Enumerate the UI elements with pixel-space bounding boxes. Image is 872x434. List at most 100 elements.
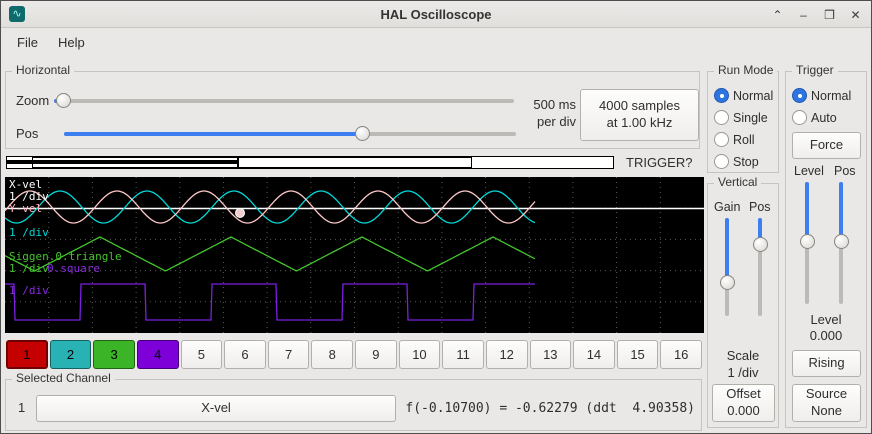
- slider-fill: [805, 182, 809, 241]
- menu-help[interactable]: Help: [57, 34, 85, 50]
- gain-slider-label: Gain: [714, 200, 741, 214]
- channel-button-14[interactable]: 14: [573, 340, 615, 369]
- slider-handle[interactable]: [56, 93, 72, 108]
- samples-line2: at 1.00 kHz: [606, 115, 673, 130]
- window-controls: ⌃ – ❒ ✕: [770, 1, 863, 28]
- horizontal-legend: Horizontal: [12, 63, 75, 77]
- run-mode-group: Run Mode Normal Single Roll Stop: [707, 63, 779, 173]
- vertical-legend: Vertical: [714, 175, 762, 189]
- trigger-option-normal[interactable]: Normal: [792, 87, 851, 104]
- trigger-source-line2: None: [810, 403, 843, 418]
- trigger-edge-button[interactable]: Rising: [792, 350, 861, 377]
- pos-slider[interactable]: [64, 126, 516, 141]
- trigger-question-label: TRIGGER?: [626, 155, 693, 170]
- run-mode-legend: Run Mode: [714, 63, 778, 77]
- channel-button-9[interactable]: 9: [355, 340, 397, 369]
- channel-button-8[interactable]: 8: [311, 340, 353, 369]
- channel-value-readout: f(-0.10700) = -0.62279 (ddt 4.90358): [405, 401, 695, 416]
- trigger-group: Trigger Normal Auto Force Level Pos Leve…: [785, 63, 867, 428]
- timeline-elapsed: [7, 160, 239, 164]
- trigger-level-slider[interactable]: [800, 182, 815, 304]
- shade-button[interactable]: ⌃: [772, 7, 783, 22]
- zoom-label: Zoom: [16, 93, 50, 108]
- scope-channel-label: Siggen.0.triangle: [9, 250, 122, 263]
- trigger-source-line1: Source: [805, 386, 848, 402]
- titlebar: ∿ HAL Oscilloscope ⌃ – ❒ ✕: [1, 1, 871, 28]
- trigger-option-auto[interactable]: Auto: [792, 109, 837, 126]
- horizontal-group: Horizontal Zoom Pos 500 ms per div 4000 …: [5, 63, 700, 149]
- vertical-group: Vertical Gain Pos Scale 1 /div Offset 0.…: [707, 175, 779, 428]
- scope-display[interactable]: X-vel 1 /div Y-vel 1 /div Siggen.0.triangle 1…: [4, 177, 704, 333]
- menu-file[interactable]: File: [17, 34, 38, 50]
- scope-canvas: [4, 177, 704, 333]
- zoom-slider[interactable]: [54, 93, 514, 108]
- trigger-level-caption: Level: [810, 312, 842, 327]
- radio-icon: [792, 88, 807, 103]
- radio-label: Single: [733, 110, 768, 125]
- channel-button-12[interactable]: 12: [485, 340, 528, 369]
- trigger-source-button[interactable]: Source None: [792, 384, 861, 422]
- scale-caption: Scale: [726, 348, 760, 363]
- force-button-label: Force: [809, 137, 844, 153]
- channel-button-10[interactable]: 10: [398, 340, 441, 369]
- slider-handle[interactable]: [720, 274, 735, 290]
- radio-label: Normal: [733, 88, 774, 103]
- radio-label: Auto: [811, 110, 837, 125]
- slider-handle[interactable]: [834, 233, 849, 249]
- selected-channel-group: Selected Channel 1 X-vel f(-0.10700) = -…: [5, 371, 702, 431]
- slider-handle[interactable]: [753, 237, 768, 253]
- samples-line1: 4000 samples: [599, 98, 680, 114]
- selected-channel-legend: Selected Channel: [12, 371, 115, 385]
- timeline-bar: [6, 156, 614, 169]
- app-icon: ∿: [9, 6, 25, 22]
- scope-channel-label: Y-vel: [9, 202, 43, 215]
- channel-button-row: 1 2 3 4 5 6 7 8 9 10 11 12 13 14 15 16: [6, 340, 702, 369]
- trigger-legend: Trigger: [792, 63, 838, 77]
- selected-channel-name-button[interactable]: X-vel: [36, 395, 396, 422]
- slider-handle[interactable]: [800, 233, 815, 249]
- channel-button-7[interactable]: 7: [267, 340, 310, 369]
- per-div-line1: 500 ms: [533, 97, 576, 112]
- trigger-edge-label: Rising: [808, 355, 845, 371]
- trigger-level-slider-label: Level: [794, 164, 824, 178]
- channel-button-11[interactable]: 11: [442, 340, 484, 369]
- minimize-button[interactable]: –: [800, 7, 807, 22]
- trigger-pos-slider-label: Pos: [834, 164, 856, 178]
- run-mode-option-single[interactable]: Single: [714, 109, 768, 126]
- run-mode-option-normal[interactable]: Normal: [714, 87, 773, 104]
- channel-button-16[interactable]: 16: [660, 340, 702, 369]
- offset-line1: Offset: [726, 386, 761, 402]
- run-mode-option-roll[interactable]: Roll: [714, 131, 755, 148]
- channel-button-6[interactable]: 6: [224, 340, 266, 369]
- channel-button-15[interactable]: 15: [616, 340, 659, 369]
- trigger-pos-slider[interactable]: [834, 182, 849, 304]
- slider-handle[interactable]: [355, 126, 371, 141]
- maximize-button[interactable]: ❒: [824, 7, 835, 22]
- per-div-readout: 500 ms per div: [518, 96, 576, 130]
- channel-button-4[interactable]: 4: [136, 340, 179, 369]
- scope-labels-layer: X-vel 1 /div Y-vel 1 /div Siggen.0.triangle 1…: [5, 177, 704, 333]
- channel-button-3[interactable]: 3: [93, 340, 135, 369]
- close-button[interactable]: ✕: [850, 7, 861, 22]
- radio-label: Stop: [733, 154, 759, 169]
- radio-label: Normal: [811, 88, 852, 103]
- force-button[interactable]: Force: [792, 132, 861, 159]
- gain-slider[interactable]: [720, 218, 735, 316]
- channel-button-5[interactable]: 5: [180, 340, 223, 369]
- slider-track: [54, 99, 514, 103]
- channel-button-13[interactable]: 13: [529, 340, 572, 369]
- vertical-pos-slider[interactable]: [753, 218, 768, 316]
- trigger-level-value: 0.000: [809, 328, 843, 343]
- channel-button-1[interactable]: 1: [6, 340, 48, 369]
- selected-channel-number: 1: [18, 400, 26, 415]
- window-title: HAL Oscilloscope: [380, 7, 492, 22]
- radio-icon: [792, 110, 807, 125]
- run-mode-option-stop[interactable]: Stop: [714, 153, 759, 170]
- channel-button-2[interactable]: 2: [49, 340, 92, 369]
- slider-fill: [725, 218, 729, 282]
- slider-fill: [839, 182, 843, 241]
- scope-channel-label: 1 /div: [9, 284, 49, 297]
- scope-channel-label: 0.square: [47, 262, 100, 275]
- samples-button[interactable]: 4000 samples at 1.00 kHz: [580, 89, 699, 141]
- offset-button[interactable]: Offset 0.000: [712, 384, 775, 422]
